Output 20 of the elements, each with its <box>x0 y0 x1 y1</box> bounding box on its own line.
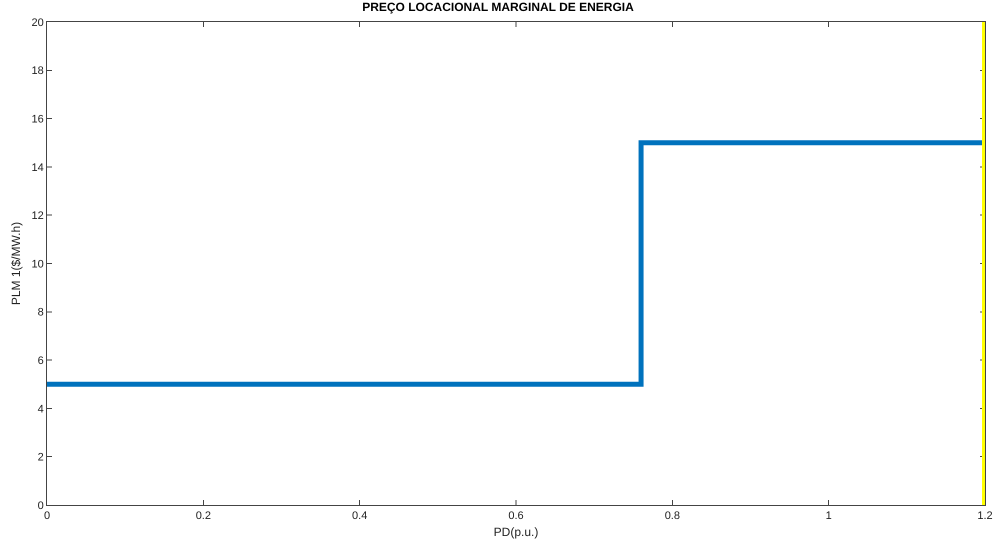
y-tick-label: 18 <box>32 65 44 78</box>
y-tick-label: 0 <box>38 500 44 512</box>
y-tick-label: 6 <box>38 354 44 367</box>
y-tick-label: 16 <box>32 113 44 126</box>
y-tick-label: 10 <box>32 258 44 270</box>
x-axis-title: PD(p.u.) <box>494 525 538 540</box>
y-tick-label: 8 <box>38 306 44 319</box>
y-tick-label: 2 <box>38 452 44 464</box>
x-tick-label: 0.4 <box>352 510 368 522</box>
y-tick-label: 14 <box>32 162 44 174</box>
y-axis-title: PLM 1($/MW.h) <box>8 222 23 306</box>
x-tick-label: 1 <box>826 510 832 522</box>
x-tick-label: 0.6 <box>508 510 524 522</box>
x-tick-label: 0.2 <box>196 510 211 522</box>
y-tick-label: 12 <box>32 210 44 222</box>
x-tick-label: 0.8 <box>664 510 680 522</box>
y-tick-label: 4 <box>38 403 44 416</box>
chart-title: PREÇO LOCACIONAL MARGINAL DE ENERGIA <box>362 0 634 14</box>
y-tick-label: 20 <box>32 16 44 29</box>
x-tick-label: 1.2 <box>977 510 993 522</box>
